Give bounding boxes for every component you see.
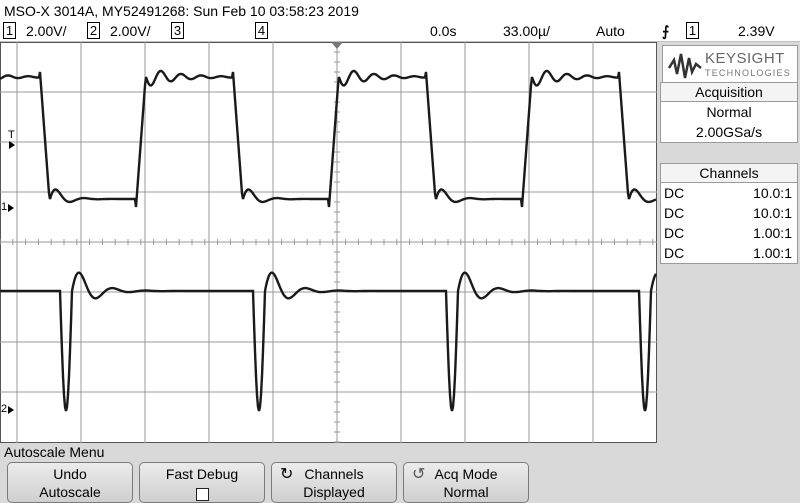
rising-edge-trigger-icon: ⨍ [662,23,670,39]
keysight-wave-icon [667,53,702,79]
status-line: 1 2.00V/ 2 2.00V/ 3 4 0.0s 33.00µ/ Auto … [0,22,800,42]
menu-title: Autoscale Menu [4,444,105,460]
trigger-position-marker [331,42,343,49]
channel-4-indicator[interactable]: 4 [255,22,268,39]
channel-1-ground-arrow [8,204,14,212]
keysight-logo: KEYSIGHT TECHNOLOGIES [662,45,798,85]
time-scale[interactable]: 33.00µ/ [503,23,550,39]
trigger-level-marker: T [8,129,15,141]
softkey-sublabel: Autoscale [39,484,101,500]
instrument-title: MSO-X 3014A, MY52491268: Sun Feb 10 03:5… [4,3,359,19]
channel-2-ground-marker: 2 [1,403,7,415]
logo-brand: KEYSIGHT [705,50,785,67]
softkey-label: Acq Mode [434,466,498,482]
acquisition-title: Acquisition [661,83,797,102]
channel-1-ground-marker: 1 [1,201,7,213]
softkey-label: Channels [304,466,364,482]
channel-1-indicator[interactable]: 1 [3,22,16,39]
channel-2-trace [0,271,658,412]
rotate-knob-icon: ↻ [280,466,294,483]
softkey-sublabel: Displayed [303,484,365,500]
trigger-level[interactable]: 2.39V [738,23,775,39]
probe-ratio: 10.0:1 [753,205,792,221]
waveform-display[interactable]: T 1 2 [0,41,658,443]
side-panel: KEYSIGHT TECHNOLOGIES Acquisition Normal… [657,42,800,443]
trigger-level-arrow [9,141,15,149]
acquisition-mode: Normal [706,104,752,120]
channel-2-ground-arrow [8,406,14,414]
rotate-knob-icon: ↺ [412,466,426,483]
logo-subtitle: TECHNOLOGIES [705,68,791,78]
probe-ratio: 10.0:1 [753,185,792,201]
softkey-label: Undo [53,466,87,482]
coupling: DC [664,185,685,201]
acquisition-panel: Acquisition Normal 2.00GSa/s [660,82,798,143]
fast-debug-checkbox[interactable] [195,488,209,502]
channel-3-indicator[interactable]: 3 [171,22,184,39]
probe-ratio: 1.00:1 [753,225,792,241]
channels-title: Channels [661,164,797,183]
softkey-label: Fast Debug [165,466,239,482]
channels-displayed-button[interactable]: ↻ Channels Displayed [271,462,397,503]
probe-ratio: 1.00:1 [753,245,792,261]
coupling: DC [664,245,685,261]
channel-row: DC 1.00:1 [661,243,797,263]
channel-2-indicator[interactable]: 2 [87,22,100,39]
channel-row: DC 10.0:1 [661,183,797,203]
softkey-sublabel: Normal [443,484,489,500]
time-offset[interactable]: 0.0s [430,23,457,39]
coupling: DC [664,225,685,241]
channel-row: DC 1.00:1 [661,223,797,243]
channel-2-scale[interactable]: 2.00V/ [110,23,151,39]
channel-1-scale[interactable]: 2.00V/ [26,23,67,39]
trigger-mode[interactable]: Auto [596,23,625,39]
channels-panel: Channels DC 10.0:1 DC 10.0:1 DC 1.00:1 DC 1.… [660,163,798,264]
sample-rate: 2.00GSa/s [695,124,763,140]
undo-autoscale-button[interactable]: Undo Autoscale [7,462,133,503]
fast-debug-button[interactable]: Fast Debug [139,462,265,503]
acq-mode-button[interactable]: ↺ Acq Mode Normal [403,462,529,503]
title-bar: MSO-X 3014A, MY52491268: Sun Feb 10 03:5… [0,0,800,22]
channel-row: DC 10.0:1 [661,203,797,223]
channel-1-trace [0,69,657,208]
coupling: DC [664,205,685,221]
graticule: T 1 2 [0,41,658,443]
trigger-source[interactable]: 1 [686,22,699,39]
